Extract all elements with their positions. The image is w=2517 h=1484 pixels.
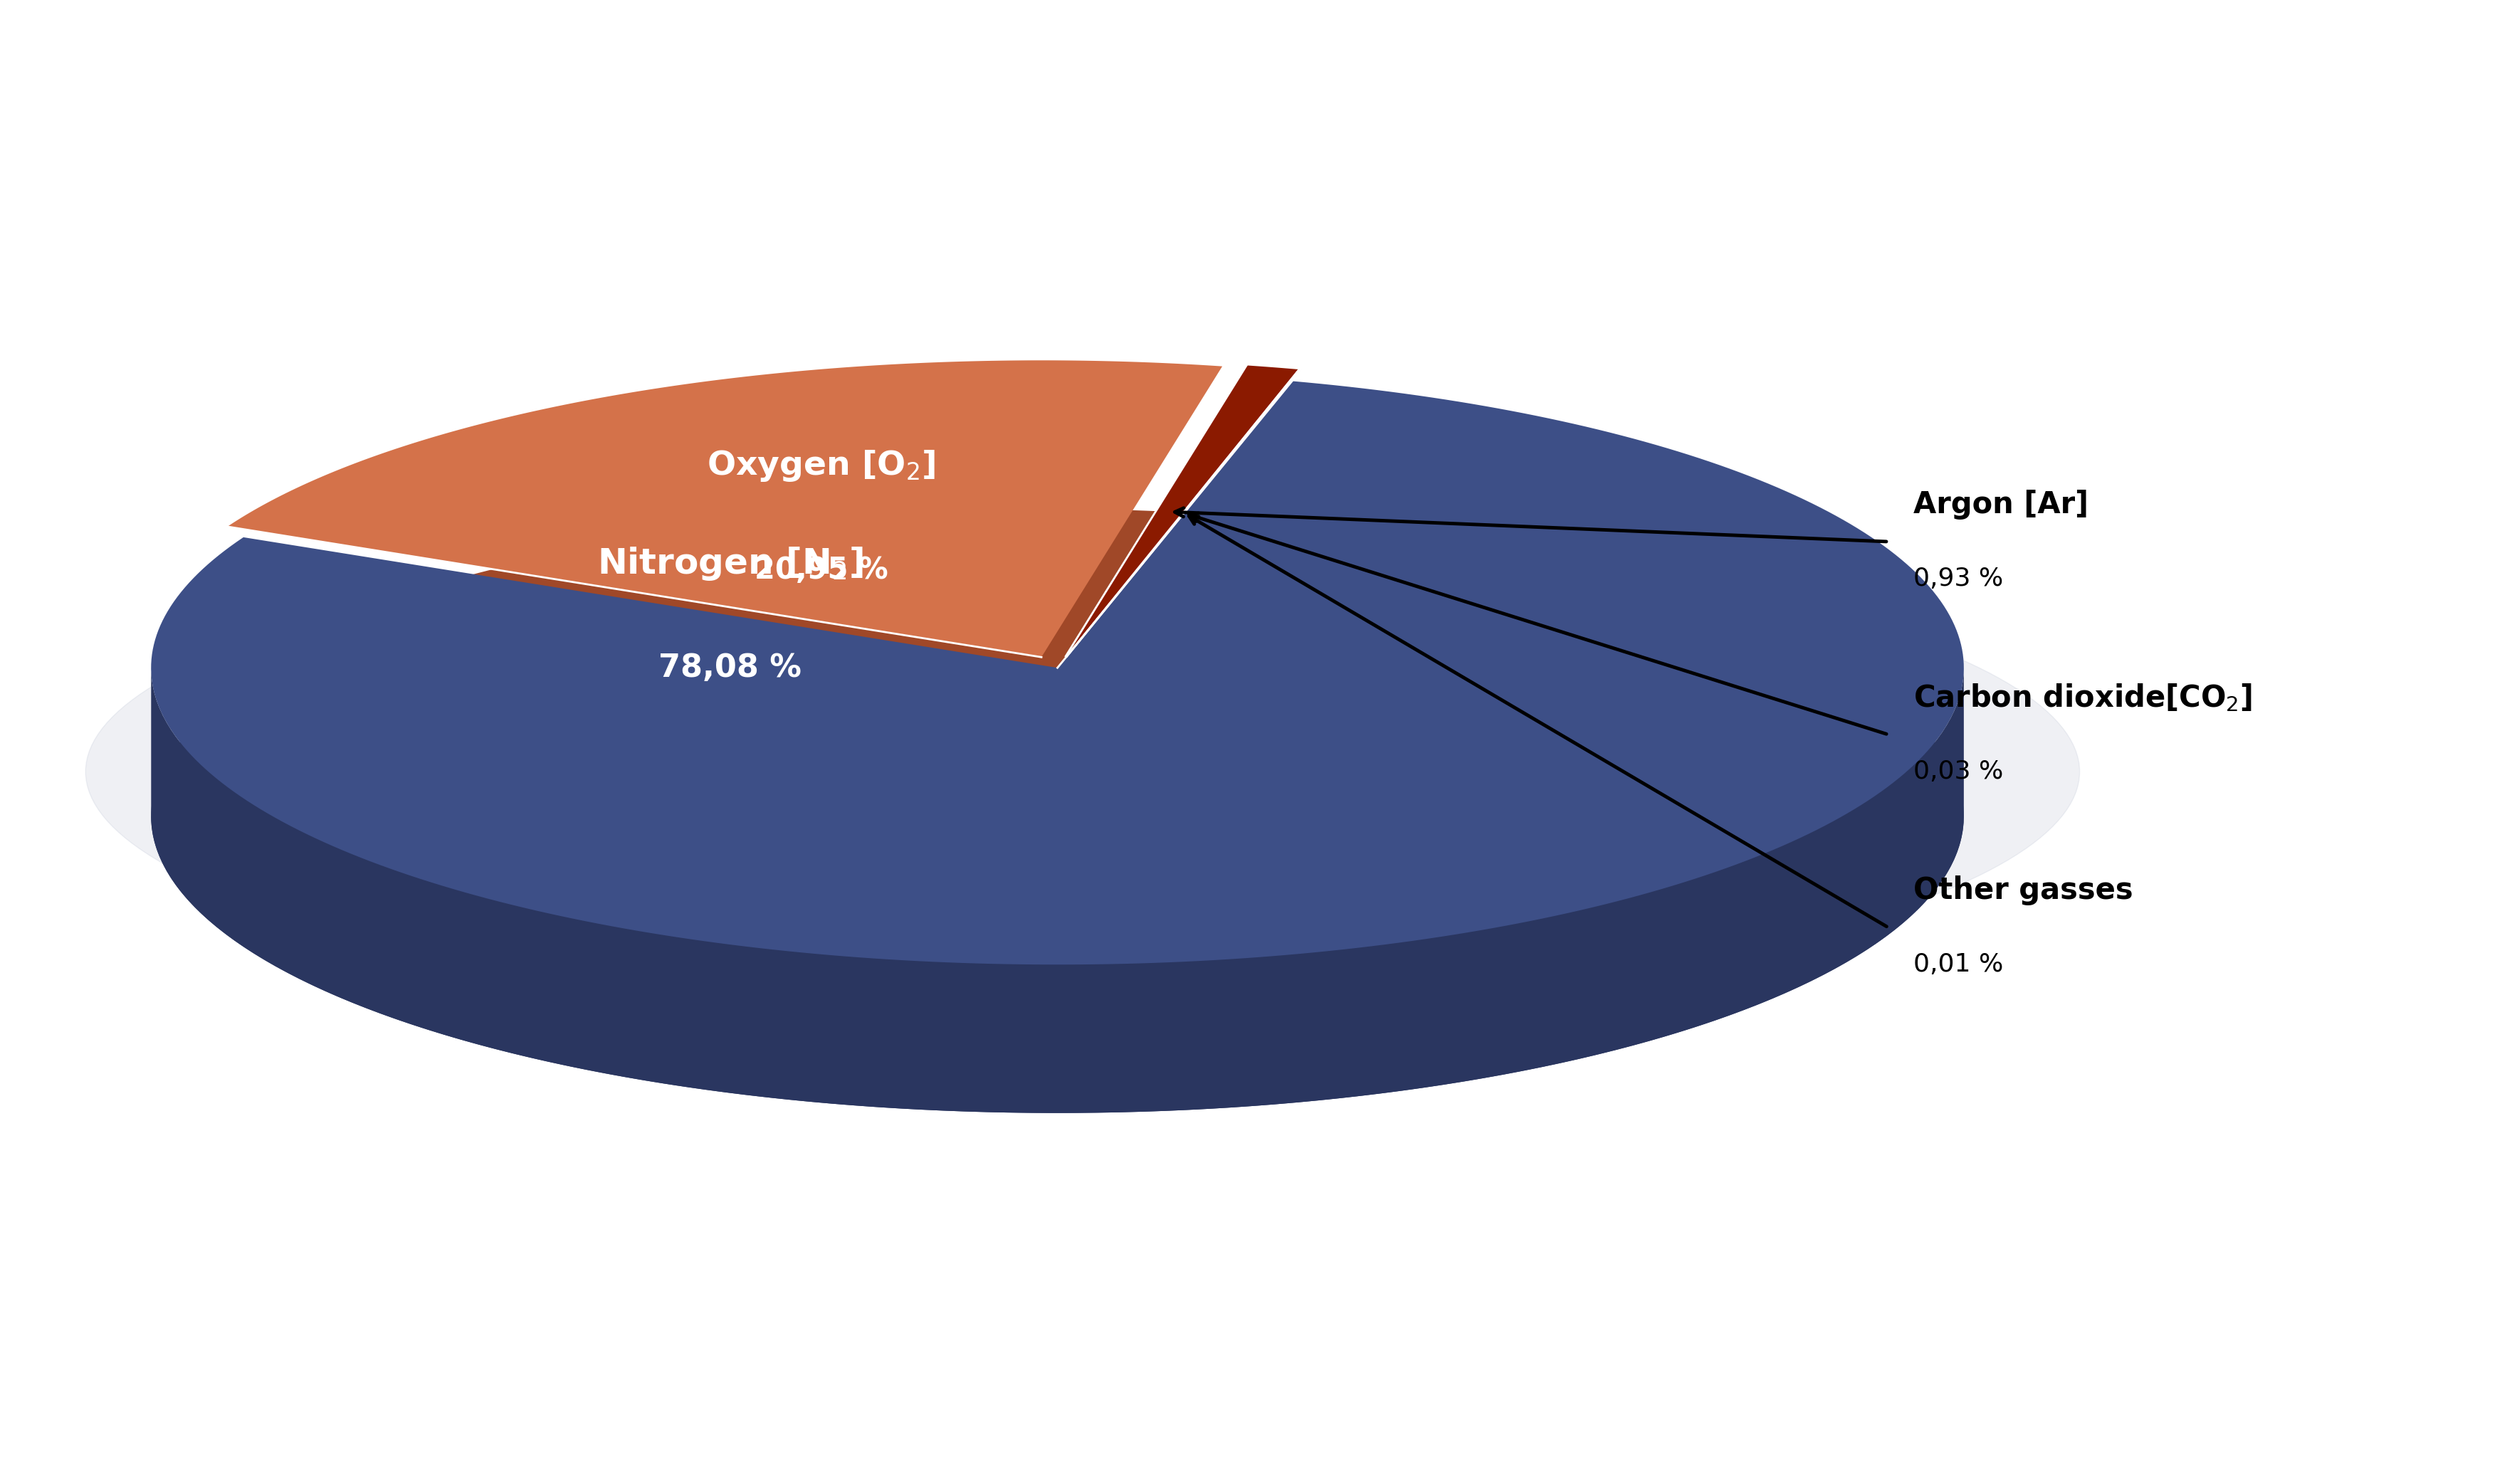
Polygon shape (1067, 370, 1301, 656)
Text: 0,93 %: 0,93 % (1913, 567, 2004, 591)
Polygon shape (151, 530, 1963, 1113)
Polygon shape (1067, 518, 1301, 804)
Polygon shape (227, 509, 1221, 806)
Text: Nitrogen [N$_2$]: Nitrogen [N$_2$] (597, 546, 863, 582)
Text: 0,01 %: 0,01 % (1913, 953, 2004, 976)
Text: Other gasses: Other gasses (1913, 876, 2132, 905)
Text: 20,95 %: 20,95 % (755, 555, 889, 585)
Polygon shape (151, 381, 1963, 965)
Polygon shape (1065, 365, 1299, 656)
Ellipse shape (86, 534, 2079, 1009)
Text: Argon [Ar]: Argon [Ar] (1913, 490, 2089, 519)
Text: Oxygen [O$_2$]: Oxygen [O$_2$] (707, 448, 936, 484)
Polygon shape (227, 361, 1221, 657)
Polygon shape (1067, 518, 1301, 804)
Text: Carbon dioxide[CO$_2$]: Carbon dioxide[CO$_2$] (1913, 681, 2253, 714)
Polygon shape (151, 665, 1963, 1113)
Text: 78,08 %: 78,08 % (659, 653, 800, 683)
Text: 0,03 %: 0,03 % (1913, 760, 2004, 784)
Polygon shape (1067, 370, 1301, 656)
Polygon shape (1065, 513, 1299, 804)
